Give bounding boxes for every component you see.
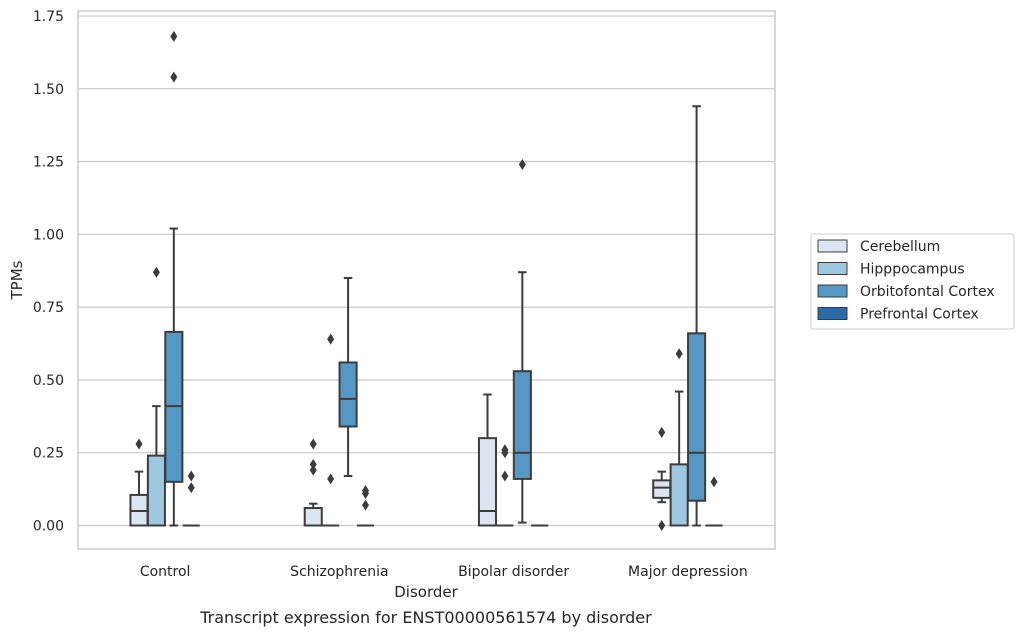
y-tick-label: 0.00 [33, 519, 64, 535]
outlier-point [362, 487, 370, 499]
legend-frame [810, 233, 1015, 330]
box-2-2 [512, 158, 532, 524]
y-tick-label: 0.75 [33, 300, 64, 316]
box-3-0 [652, 426, 672, 531]
grid-lines [78, 15, 775, 527]
x-tick-label: Schizophrenia [290, 564, 388, 580]
x-tick-labels: Control Schizophrenia Bipolar disorder Majo… [140, 564, 748, 580]
x-tick-label: Control [140, 564, 191, 580]
legend-swatch [817, 239, 848, 253]
legend-label: Hipppocampus [860, 262, 965, 278]
outlier-point [327, 473, 335, 485]
legend-swatch [817, 284, 848, 298]
outlier-point [309, 438, 317, 450]
legend-swatch [817, 262, 848, 275]
y-tick-label: 1.75 [33, 9, 64, 25]
outlier-point [309, 464, 317, 476]
legend-label: Orbitofontal Cortex [860, 284, 995, 300]
x-tick-label: Bipolar disorder [458, 564, 569, 580]
outlier-point [170, 71, 178, 83]
y-tick-label: 0.25 [33, 446, 64, 462]
y-tick-label: 1.25 [33, 155, 64, 171]
x-tick-label: Major depression [628, 564, 748, 580]
box-2-1 [496, 444, 514, 527]
outlier-point [501, 470, 509, 482]
box-body [652, 479, 672, 499]
boxes [129, 30, 723, 531]
outlier-point [518, 158, 526, 170]
y-tick-label: 1.00 [33, 227, 64, 243]
outlier-point [710, 476, 718, 488]
box-body [687, 332, 707, 502]
outlier-point [675, 348, 683, 360]
outlier-point [152, 266, 160, 278]
plot-frame [77, 10, 776, 550]
box-2-0 [477, 393, 498, 527]
box-1-3 [356, 485, 375, 527]
box-body [512, 370, 532, 480]
box-1-0 [303, 438, 323, 527]
outlier-point [327, 333, 335, 345]
box-body [477, 437, 498, 527]
outlier-point [501, 447, 509, 459]
y-tick-labels: 0.00 0.25 0.50 0.75 1.00 1.25 1.50 1.75 [33, 9, 64, 535]
outlier-point [187, 470, 195, 482]
outlier-point [309, 458, 317, 470]
box-body [146, 454, 166, 527]
outlier-point [362, 499, 370, 511]
box-1-2 [338, 277, 358, 478]
outlier-point [658, 426, 666, 438]
box-0-0 [129, 438, 149, 527]
legend-label: Prefrontal Cortex [860, 307, 979, 323]
box-body [669, 463, 689, 527]
legend-swatch [817, 307, 848, 320]
box-3-1 [669, 348, 689, 527]
box-0-3 [182, 470, 200, 527]
y-axis-title: TPMs [8, 260, 26, 300]
x-axis-title: Disorder [394, 583, 458, 601]
box-body [338, 361, 358, 428]
box-1-1 [322, 333, 340, 527]
box-3-3 [705, 476, 723, 527]
legend-label: Cerebellum [860, 239, 940, 255]
y-tick-label: 0.50 [33, 373, 64, 389]
box-0-1 [146, 266, 166, 527]
box-body [303, 507, 323, 527]
legend: Cerebellum Hipppocampus Orbitofontal Corte… [810, 233, 1015, 330]
outlier-point [187, 482, 195, 494]
box-0-2 [164, 30, 184, 527]
chart-caption: Transcript expression for ENST0000056157… [199, 608, 652, 627]
y-tick-label: 1.50 [33, 82, 64, 98]
outlier-point [170, 30, 178, 42]
outlier-point [658, 520, 666, 531]
outlier-point [135, 438, 143, 450]
box-3-2 [687, 105, 707, 527]
